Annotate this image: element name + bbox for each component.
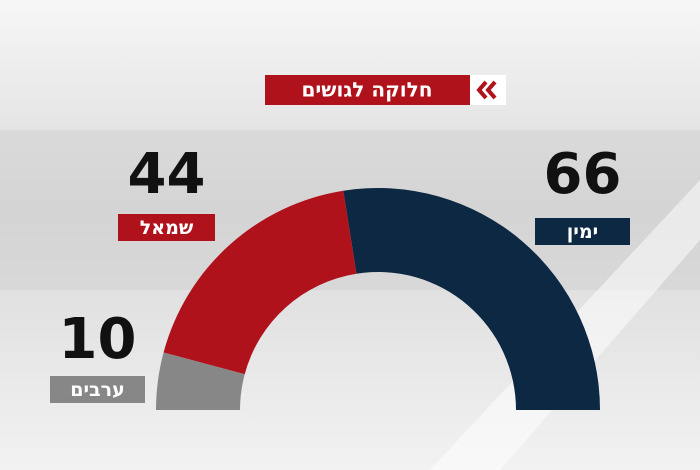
legend-label: ערבים <box>70 379 125 401</box>
legend-box <box>118 214 215 241</box>
value-label: 10 <box>59 307 137 372</box>
chevron <box>485 80 497 100</box>
donut-segment <box>156 352 245 410</box>
value-label: 66 <box>544 142 622 207</box>
chevron <box>476 80 488 100</box>
legend-box <box>50 376 145 403</box>
legend-label: ימין <box>567 221 598 243</box>
legend-label: שמאל <box>140 217 194 239</box>
value-label: 44 <box>128 142 206 207</box>
donut-segment <box>343 188 600 410</box>
title-box <box>265 75 470 105</box>
chart-title: חלוקה לגושים <box>301 78 432 102</box>
legend-box <box>535 218 630 245</box>
donut-segment <box>163 190 357 375</box>
